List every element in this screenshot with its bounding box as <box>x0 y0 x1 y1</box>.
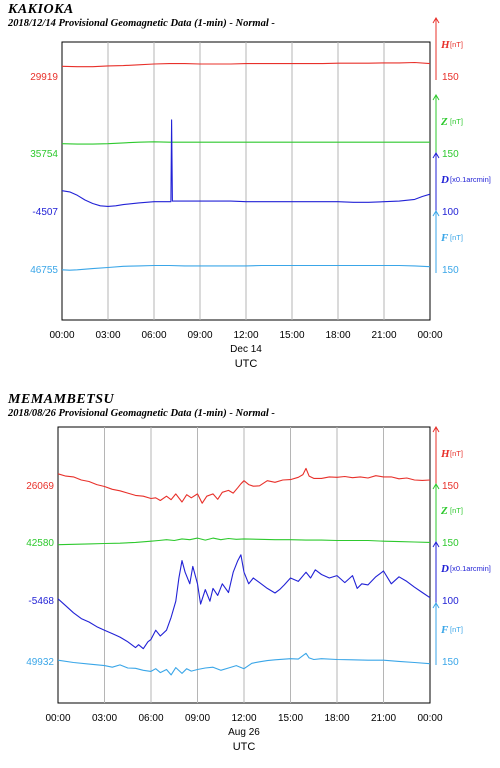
series-line-F <box>61 264 431 271</box>
series-base-label: 42580 <box>26 538 54 549</box>
component-unit: [nT] <box>450 233 463 242</box>
x-axis-label: UTC <box>235 358 258 370</box>
component-unit: [x0.1arcmin] <box>450 175 491 184</box>
component-letter: F <box>440 232 449 244</box>
x-tick-label: 18:00 <box>325 330 350 341</box>
chart-kakioka: 00:00 03:00 06:00 09:00 12:00 15:00 18:00 21:00… <box>30 17 491 370</box>
scale-arrow-head <box>432 483 440 490</box>
chart1-station: KAKIOKA <box>8 2 74 17</box>
series-base-label: 26069 <box>26 481 54 492</box>
series-base-label: -4507 <box>32 207 58 218</box>
series-line-H <box>61 61 431 68</box>
x-tick-label: 12:00 <box>231 713 256 724</box>
component-unit: [nT] <box>450 117 463 126</box>
series-base-label: 46755 <box>30 265 58 276</box>
scale-arrow-head <box>432 94 440 101</box>
component-unit: [nT] <box>450 40 463 49</box>
scale-arrow-head <box>432 541 440 548</box>
scale-value: 150 <box>442 481 459 492</box>
date-label: Dec 14 <box>230 344 262 355</box>
component-letter: H <box>440 448 450 460</box>
x-tick-label: 06:00 <box>141 330 166 341</box>
series-line-H <box>57 467 431 504</box>
x-tick-label: 09:00 <box>187 330 212 341</box>
series-line-F <box>57 652 431 676</box>
series-base-label: 49932 <box>26 657 54 668</box>
x-tick-label: 12:00 <box>233 330 258 341</box>
component-letter: Z <box>440 116 448 128</box>
x-tick-label: 00:00 <box>417 713 442 724</box>
scale-arrow-head <box>432 426 440 433</box>
scale-value: 100 <box>442 207 459 218</box>
x-axis-label: UTC <box>233 741 256 753</box>
component-unit: [nT] <box>450 449 463 458</box>
component-letter: F <box>440 624 449 636</box>
x-tick-label: 15:00 <box>278 713 303 724</box>
chart2-station: MEMAMBETSU <box>8 392 115 407</box>
component-unit: [nT] <box>450 506 463 515</box>
series-base-label: -5468 <box>28 596 54 607</box>
scale-value: 150 <box>442 265 459 276</box>
x-tick-label: 00:00 <box>45 713 70 724</box>
chart1-title: 2018/12/14 Provisional Geomagnetic Data … <box>8 18 275 29</box>
x-tick-label: 00:00 <box>49 330 74 341</box>
x-tick-label: 03:00 <box>92 713 117 724</box>
component-letter: H <box>440 39 450 51</box>
scale-arrow-head <box>432 602 440 609</box>
x-tick-label: 21:00 <box>371 330 396 341</box>
x-tick-label: 03:00 <box>95 330 120 341</box>
chart-memambetsu: 00:00 03:00 06:00 09:00 12:00 15:00 18:00 21:00… <box>26 426 491 753</box>
series-base-label: 35754 <box>30 149 58 160</box>
x-tick-label: 09:00 <box>185 713 210 724</box>
chart2-title: 2018/08/26 Provisional Geomagnetic Data … <box>8 408 275 419</box>
series-line-Z <box>57 537 431 546</box>
scale-value: 150 <box>442 149 459 160</box>
component-unit: [nT] <box>450 625 463 634</box>
component-unit: [x0.1arcmin] <box>450 564 491 573</box>
scale-value: 150 <box>442 657 459 668</box>
scale-value: 100 <box>442 596 459 607</box>
x-tick-label: 06:00 <box>138 713 163 724</box>
scale-arrow-head <box>432 210 440 217</box>
series-line-Z <box>61 141 430 145</box>
series-line-D <box>57 554 431 650</box>
date-label: Aug 26 <box>228 727 260 738</box>
scale-value: 150 <box>442 72 459 83</box>
x-tick-label: 00:00 <box>417 330 442 341</box>
series-line-D <box>61 119 431 207</box>
x-tick-label: 15:00 <box>279 330 304 341</box>
component-letter: Z <box>440 505 448 517</box>
series-base-label: 29919 <box>30 72 58 83</box>
scale-arrow-head <box>432 152 440 159</box>
component-letter: D <box>440 563 449 575</box>
scale-arrow-head <box>432 17 440 24</box>
x-tick-label: 21:00 <box>371 713 396 724</box>
scale-value: 150 <box>442 538 459 549</box>
component-letter: D <box>440 174 449 186</box>
x-tick-label: 18:00 <box>324 713 349 724</box>
